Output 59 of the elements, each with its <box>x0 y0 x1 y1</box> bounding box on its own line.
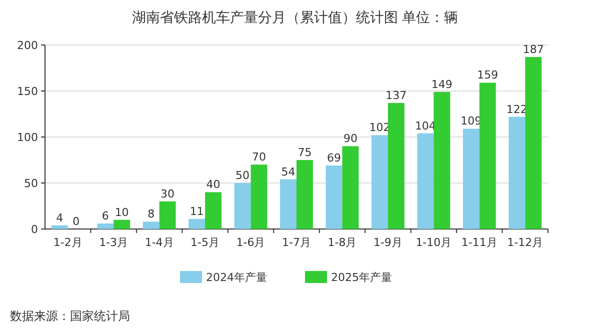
bar <box>296 160 313 229</box>
y-tick-label: 200 <box>17 39 38 52</box>
bar <box>142 222 160 229</box>
bar <box>234 183 251 229</box>
bar <box>250 164 268 229</box>
data-label: 4 <box>56 211 64 224</box>
data-label: 11 <box>190 204 204 218</box>
bar <box>205 192 222 229</box>
bar <box>462 128 480 229</box>
source-note: 数据来源：国家统计局 <box>10 309 130 323</box>
data-label: 50 <box>236 169 250 182</box>
bar <box>508 116 526 229</box>
bar <box>97 223 114 229</box>
bar <box>51 225 68 229</box>
x-tick-label: 1-6月 <box>236 236 266 249</box>
bar <box>114 220 130 229</box>
data-label: 149 <box>431 78 452 91</box>
y-tick-label: 100 <box>17 131 38 144</box>
x-tick-label: 1-8月 <box>328 236 357 249</box>
data-label: 90 <box>343 132 358 146</box>
bar <box>326 166 342 229</box>
data-label: 75 <box>298 146 312 159</box>
x-tick-label: 1-10月 <box>416 236 452 249</box>
bar <box>342 146 359 229</box>
x-tick-label: 1-2月 <box>53 236 82 249</box>
x-tick-label: 1-11月 <box>461 236 498 249</box>
data-label: 40 <box>206 178 220 192</box>
y-tick-label: 0 <box>31 223 38 236</box>
y-tick-label: 150 <box>17 85 38 98</box>
bar <box>159 201 176 229</box>
bar <box>371 135 388 229</box>
bar <box>280 179 296 229</box>
x-tick-label: 1-4月 <box>144 236 174 249</box>
data-label: 30 <box>160 187 175 200</box>
x-tick-label: 1-5月 <box>190 236 220 249</box>
data-label: 69 <box>326 152 341 165</box>
x-tick-label: 1-7月 <box>282 236 311 249</box>
x-tick-label: 1-3月 <box>99 236 128 249</box>
y-tick-label: 50 <box>24 177 38 190</box>
bar <box>479 82 496 229</box>
data-label: 187 <box>522 42 544 56</box>
data-label: 6 <box>102 209 109 222</box>
legend-label: 2024年产量 <box>206 271 267 284</box>
x-tick-label: 1-9月 <box>373 236 402 249</box>
data-label: 0 <box>72 215 80 228</box>
data-label: 10 <box>114 206 129 219</box>
chart-title: 湖南省铁路机车产量分月（累计值）统计图 单位：辆 <box>132 10 458 26</box>
bar <box>525 56 542 229</box>
bar <box>388 102 404 229</box>
bar <box>434 92 450 229</box>
data-label: 159 <box>477 68 498 82</box>
data-label: 70 <box>252 150 266 164</box>
data-label: 137 <box>386 88 407 102</box>
data-label: 8 <box>148 208 155 221</box>
x-tick-label: 1-12月 <box>507 236 544 249</box>
bar <box>188 218 206 229</box>
legend-label: 2025年产量 <box>331 271 392 284</box>
data-label: 54 <box>281 165 296 178</box>
bar <box>417 133 434 229</box>
